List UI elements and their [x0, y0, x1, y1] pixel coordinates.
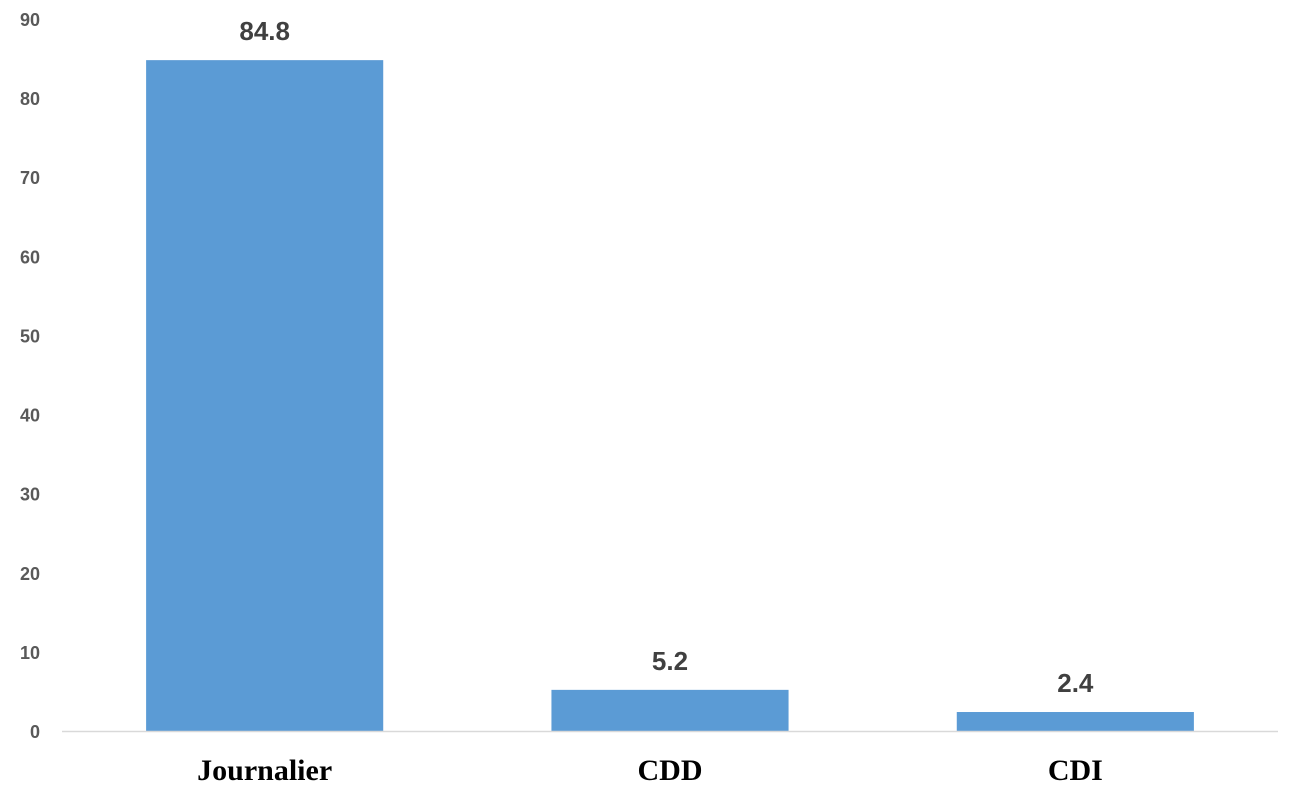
- y-tick-label: 90: [20, 10, 40, 30]
- y-tick-label: 70: [20, 168, 40, 188]
- y-tick-label: 60: [20, 247, 40, 267]
- y-tick-label: 10: [20, 643, 40, 663]
- data-label: 84.8: [239, 16, 290, 46]
- y-tick-label: 80: [20, 89, 40, 109]
- data-labels: 84.8 5.2 2.4: [239, 16, 1094, 698]
- x-axis-category-labels: Journalier CDD CDI: [197, 754, 1103, 785]
- y-tick-label: 0: [30, 722, 40, 742]
- y-tick-label: 50: [20, 326, 40, 346]
- y-tick-label: 20: [20, 564, 40, 584]
- bar-cdi: [956, 712, 1194, 731]
- y-tick-label: 40: [20, 406, 40, 426]
- bars: [146, 60, 1194, 732]
- data-label: 5.2: [652, 646, 688, 676]
- data-label: 2.4: [1057, 668, 1094, 698]
- bar-journalier: [146, 60, 384, 732]
- x-tick-label: CDI: [1048, 754, 1103, 785]
- y-axis-tick-labels: 0 10 20 30 40 50 60 70 80 90: [20, 10, 40, 742]
- bar-cdd: [551, 689, 789, 731]
- x-tick-label: Journalier: [197, 754, 332, 785]
- y-tick-label: 30: [20, 485, 40, 505]
- x-tick-label: CDD: [638, 754, 703, 785]
